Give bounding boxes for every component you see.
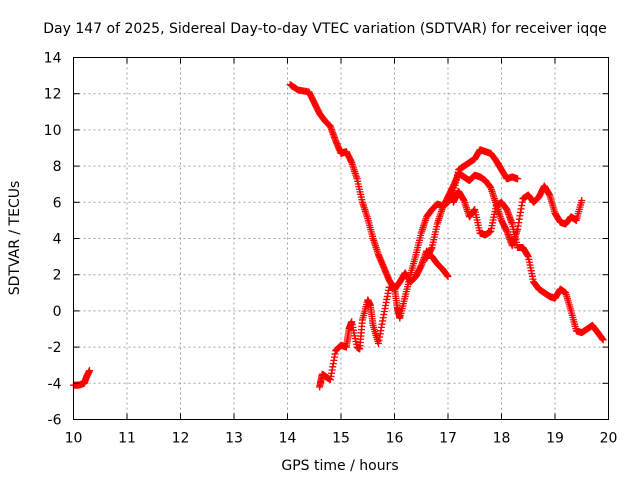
data-series: [70, 81, 607, 391]
y-tick-label: 14: [44, 51, 62, 67]
series-arc-5: [449, 187, 607, 344]
data-point: [578, 196, 586, 204]
x-tick-label: 15: [332, 431, 350, 447]
data-point: [514, 175, 522, 183]
x-tick-label: 16: [386, 431, 404, 447]
x-tick-label: 10: [65, 431, 83, 447]
y-tick-label: 0: [53, 304, 62, 320]
y-tick-label: -6: [48, 413, 62, 429]
x-tick-label: 13: [225, 431, 243, 447]
x-tick-label: 12: [172, 431, 190, 447]
data-point: [444, 273, 452, 281]
x-tick-label: 18: [493, 431, 511, 447]
chart-title: Day 147 of 2025, Sidereal Day-to-day VTE…: [43, 21, 607, 37]
x-tick-label: 14: [279, 431, 297, 447]
x-tick-label: 20: [600, 431, 618, 447]
y-tick-label: 6: [53, 195, 62, 211]
x-axis-label: GPS time / hours: [281, 458, 398, 474]
x-tick-label: 19: [546, 431, 564, 447]
y-tick-label: -2: [48, 340, 62, 356]
y-tick-label: -4: [48, 376, 62, 392]
data-point: [86, 367, 94, 375]
x-tick-label: 11: [118, 431, 136, 447]
y-tick-label: 2: [53, 268, 62, 284]
data-point: [599, 336, 607, 344]
x-tick-label: 17: [439, 431, 457, 447]
series-arc-3: [316, 146, 522, 391]
series-arc-4: [423, 169, 586, 262]
y-tick-label: 10: [44, 123, 62, 139]
y-axis-label: SDTVAR / TECUs: [7, 181, 23, 296]
y-tick-label: 8: [53, 159, 62, 175]
y-tick-label: 12: [44, 87, 62, 103]
grid: [73, 57, 609, 420]
y-tick-label: 4: [53, 232, 62, 248]
